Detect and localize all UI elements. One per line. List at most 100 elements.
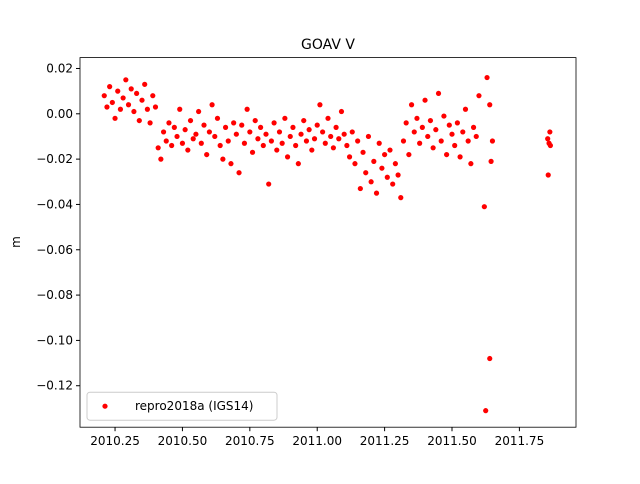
point (174, 133, 180, 140)
point (209, 102, 215, 108)
point (179, 140, 186, 146)
point (379, 165, 385, 171)
point (360, 149, 366, 155)
point (131, 108, 137, 115)
point (309, 147, 315, 153)
point (120, 95, 126, 101)
point (452, 142, 458, 149)
point (123, 77, 129, 83)
point (290, 124, 296, 130)
y-tick-label: −0.08 (36, 288, 73, 302)
point (446, 122, 452, 128)
x-tick-label: 2011.00 (292, 434, 342, 448)
plot-frame (79, 57, 577, 428)
point (263, 131, 269, 137)
point (177, 106, 183, 112)
point (411, 129, 417, 135)
point (398, 195, 404, 201)
point (104, 104, 110, 110)
point (349, 129, 355, 135)
y-axis-label: m (9, 236, 23, 248)
point (387, 147, 393, 153)
point (158, 156, 164, 162)
x-tick-label: 2011.75 (495, 434, 545, 448)
point (400, 138, 407, 144)
point (487, 355, 493, 362)
point (150, 93, 156, 99)
point (268, 138, 274, 144)
point (441, 113, 447, 119)
y-tick-label: 0.02 (46, 61, 73, 75)
point (468, 161, 474, 167)
point (258, 124, 264, 130)
point (206, 129, 212, 135)
point (433, 127, 439, 133)
point (338, 108, 345, 115)
point (155, 145, 161, 151)
point (293, 142, 299, 149)
point (231, 120, 237, 126)
point (109, 99, 115, 106)
point (187, 117, 194, 124)
point (487, 102, 493, 108)
point (465, 138, 471, 144)
point (395, 172, 401, 178)
point (222, 124, 229, 130)
point (547, 142, 553, 149)
point (435, 90, 442, 97)
point (392, 161, 398, 167)
point (147, 120, 153, 126)
point (311, 136, 318, 142)
point (217, 142, 223, 149)
y-tick-label: −0.04 (36, 197, 73, 211)
point (228, 161, 234, 167)
point (314, 122, 320, 128)
point (545, 172, 551, 178)
point (160, 129, 167, 135)
point (169, 142, 175, 149)
point (107, 84, 113, 90)
point (136, 117, 142, 124)
point (470, 124, 477, 130)
point (545, 136, 551, 142)
point (457, 154, 463, 160)
point (476, 93, 482, 99)
point (414, 115, 420, 121)
point (483, 408, 489, 414)
point (284, 154, 291, 160)
point (182, 127, 188, 133)
point (322, 140, 328, 146)
point (320, 129, 326, 135)
point (406, 151, 412, 158)
point (460, 129, 466, 135)
point (382, 151, 388, 158)
point (373, 190, 380, 196)
point (252, 117, 258, 124)
x-tick-label: 2010.50 (158, 434, 208, 448)
point (171, 124, 177, 130)
point (236, 170, 242, 176)
point (260, 142, 266, 149)
point (112, 115, 118, 121)
point (419, 124, 425, 130)
point (115, 88, 121, 94)
y-tick-label: −0.12 (36, 379, 73, 393)
point (344, 142, 350, 149)
point (454, 120, 460, 126)
point (346, 154, 353, 160)
point (214, 115, 221, 121)
point (306, 127, 312, 133)
point (547, 129, 553, 135)
point (330, 145, 336, 151)
point (249, 149, 256, 155)
y-tick-label: −0.02 (36, 152, 73, 166)
point (365, 133, 372, 140)
point (142, 81, 148, 87)
point (422, 97, 428, 103)
point (241, 140, 248, 146)
legend-box (86, 391, 278, 421)
point (303, 138, 310, 144)
point (134, 90, 140, 97)
point (266, 181, 272, 187)
point (212, 133, 218, 140)
